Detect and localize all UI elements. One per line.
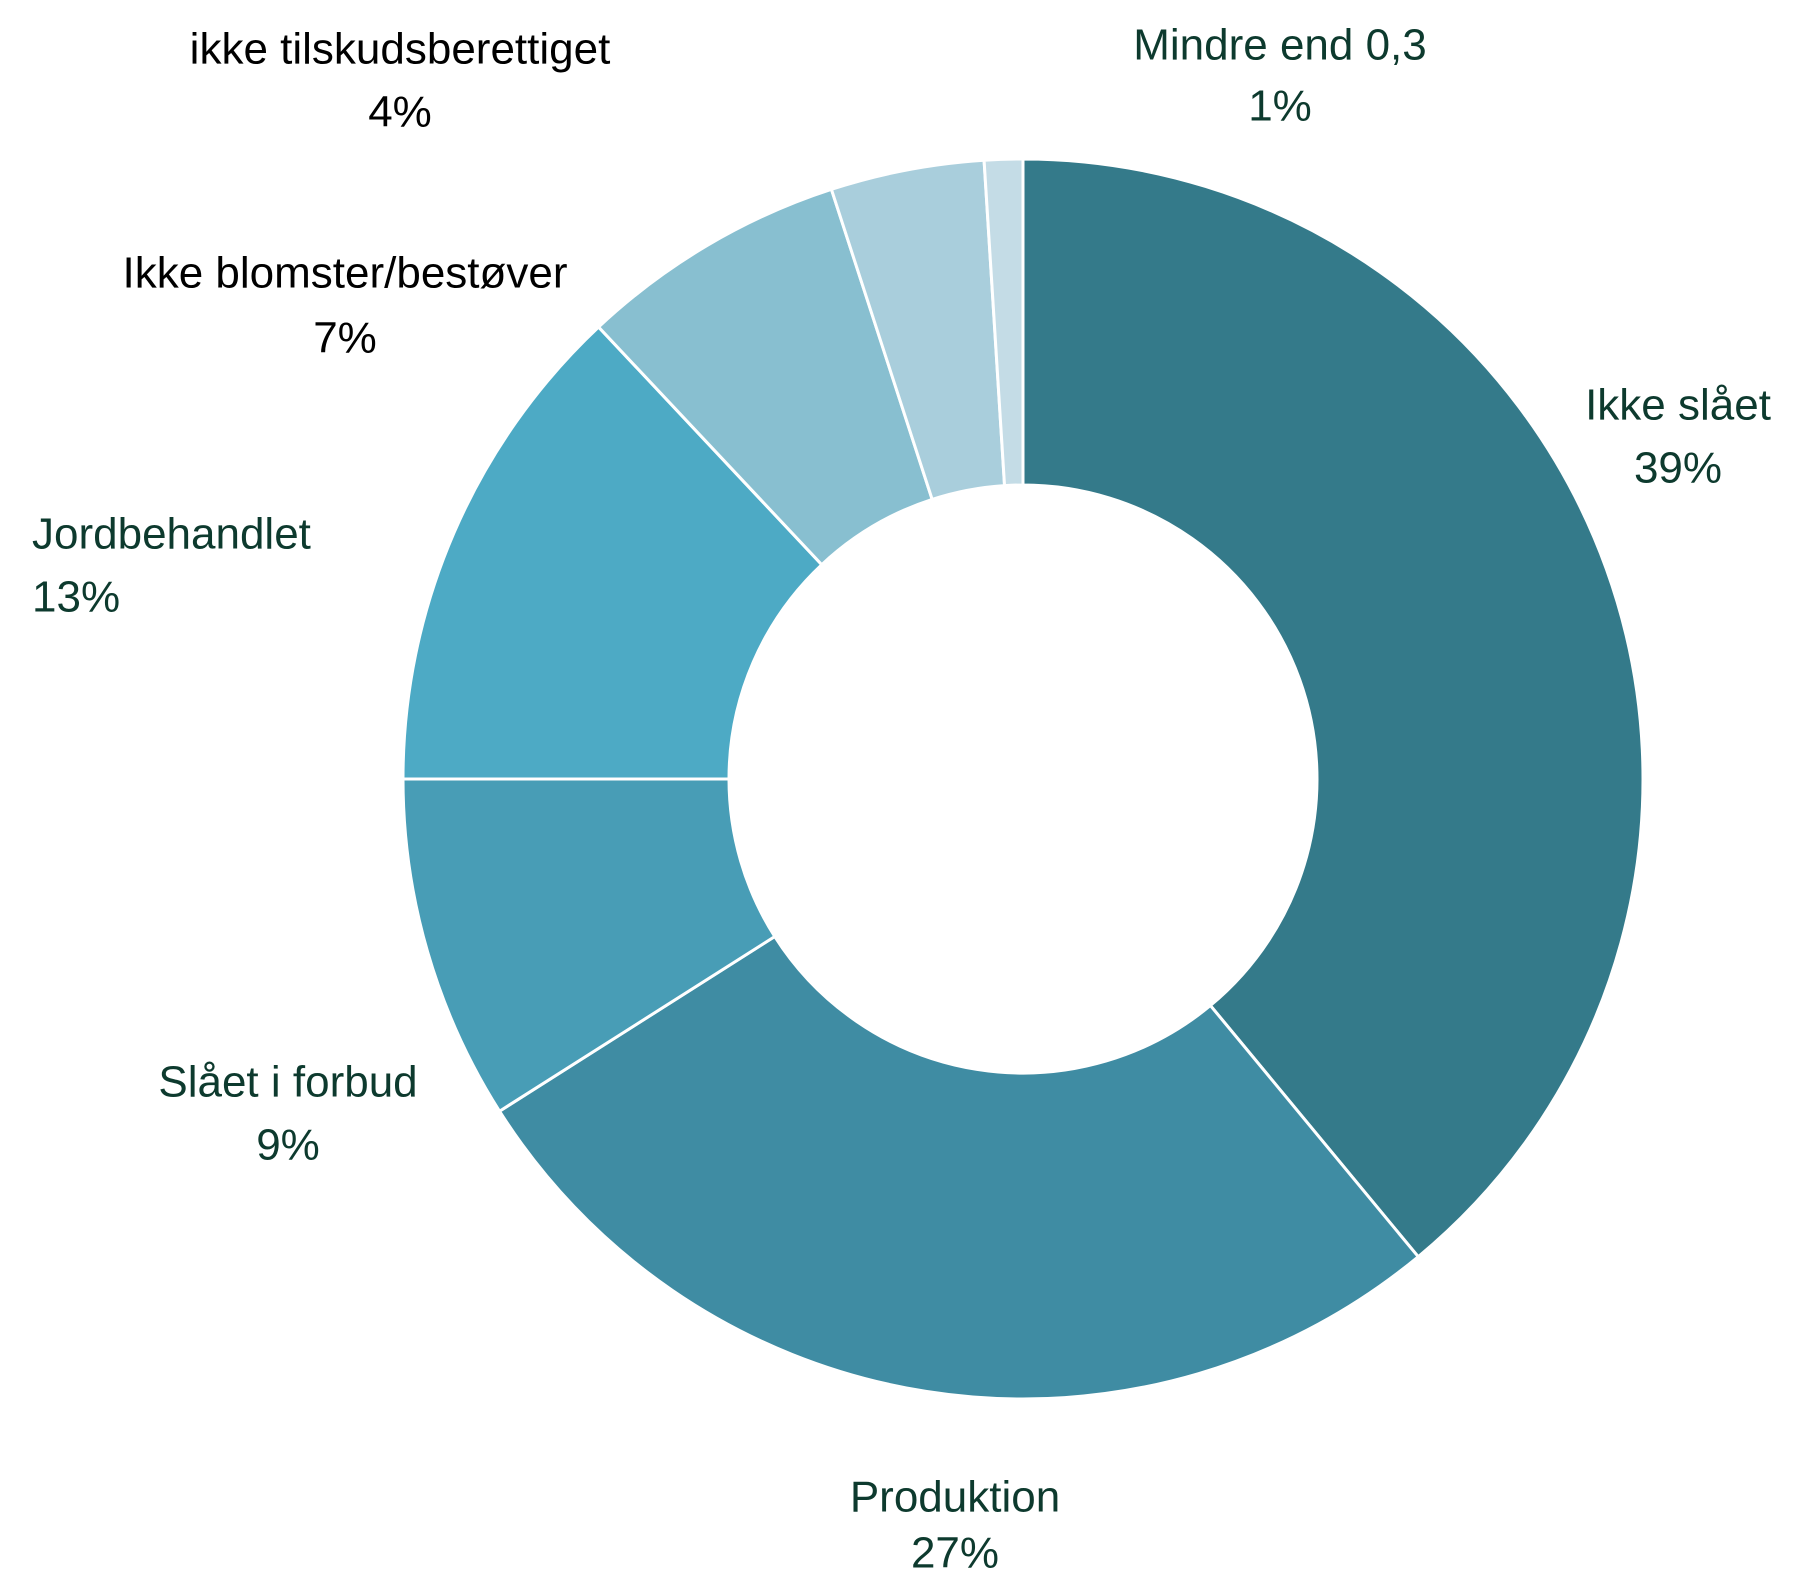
slice-label: Ikke slået [1585,381,1771,430]
slice-label: Slået i forbud [158,1058,417,1107]
slice-value-label: 39% [1634,444,1722,493]
slice-label: ikke tilskudsberettiget [190,25,611,74]
donut-slice [1021,157,1645,1259]
slice-label: Mindre end 0,3 [1133,21,1427,70]
slice-value-label: 1% [1248,82,1312,131]
donut-slice [982,157,1025,488]
slice-value-label: 4% [368,88,432,137]
donut-slice [497,934,1421,1401]
slice-value-label: 27% [911,1529,999,1578]
slice-value-label: 13% [32,573,120,622]
slice-value-label: 7% [313,314,377,363]
donut-slice [401,777,777,1114]
slice-label: Jordbehandlet [32,510,311,559]
slice-label: Ikke blomster/bestøver [122,249,567,298]
slice-label: Produktion [850,1473,1060,1522]
slice-value-label: 9% [256,1121,320,1170]
donut-slice [401,324,824,781]
